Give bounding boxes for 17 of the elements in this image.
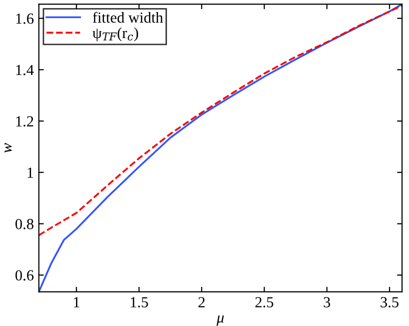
x-tick-label: 1: [74, 297, 80, 308]
y-tick-label: 0.6: [15, 270, 34, 281]
y-tick-label: 1.6: [16, 14, 34, 24]
x-tick-label: 2.5: [255, 297, 274, 308]
y-tick-label: 1.4: [16, 64, 34, 76]
x-tick-label: 2: [198, 297, 205, 308]
legend-label: ψ$_{TF}$(r$_{c}$): [92, 27, 138, 42]
x-axis-title: μ: [216, 315, 224, 326]
legend-label: fitted width: [92, 12, 163, 23]
y-axis-title: w: [4, 143, 12, 153]
x-tick-label: 3: [324, 297, 330, 308]
y-tick-label: 0.8: [15, 218, 34, 230]
y-tick-label: 1.2: [16, 116, 34, 127]
x-tick-label: 3.5: [380, 297, 398, 308]
line-series: [38, 4, 402, 292]
y-tick-label: 1: [28, 168, 34, 178]
x-tick-label: 1.5: [130, 297, 148, 308]
